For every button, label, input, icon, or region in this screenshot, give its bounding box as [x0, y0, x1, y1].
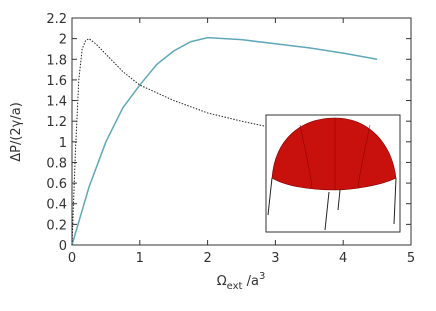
y-tick-label: 1.8	[46, 53, 67, 68]
x-tick-label: 5	[407, 251, 415, 266]
y-tick-label: 1.4	[46, 95, 67, 110]
y-tick-label: 1.6	[46, 74, 67, 89]
x-tick-label: 0	[68, 251, 76, 266]
y-tick-label: 1.2	[46, 115, 67, 130]
x-tick-label: 1	[136, 251, 144, 266]
y-tick-label: 0.8	[46, 156, 67, 171]
x-tick-label: 4	[339, 251, 347, 266]
inset	[265, 114, 401, 233]
y-tick-label: 0.2	[46, 218, 67, 233]
series-line	[71, 38, 276, 246]
y-tick-label: 2	[59, 33, 67, 48]
x-axis-label: Ωext /a3	[217, 271, 266, 292]
plot-frame	[71, 17, 412, 246]
y-tick-label: 0.4	[46, 198, 67, 213]
x-tick-label: 3	[271, 251, 279, 266]
y-axis-label: ΔP/(2γ/a)	[9, 102, 24, 162]
y-tick-label: 0	[59, 239, 67, 254]
x-tick-label: 2	[203, 251, 211, 266]
y-tick-label: 1	[59, 136, 67, 151]
y-tick-label: 0.6	[46, 177, 67, 192]
series-line	[71, 36, 378, 246]
y-tick-label: 2.2	[46, 12, 67, 27]
plot-area: 0 1 2 3 4 5 0 0.2 0.4 0.6 0.8 1 1.2 1.4 1.6 1.8 2 2.2	[46, 12, 415, 266]
